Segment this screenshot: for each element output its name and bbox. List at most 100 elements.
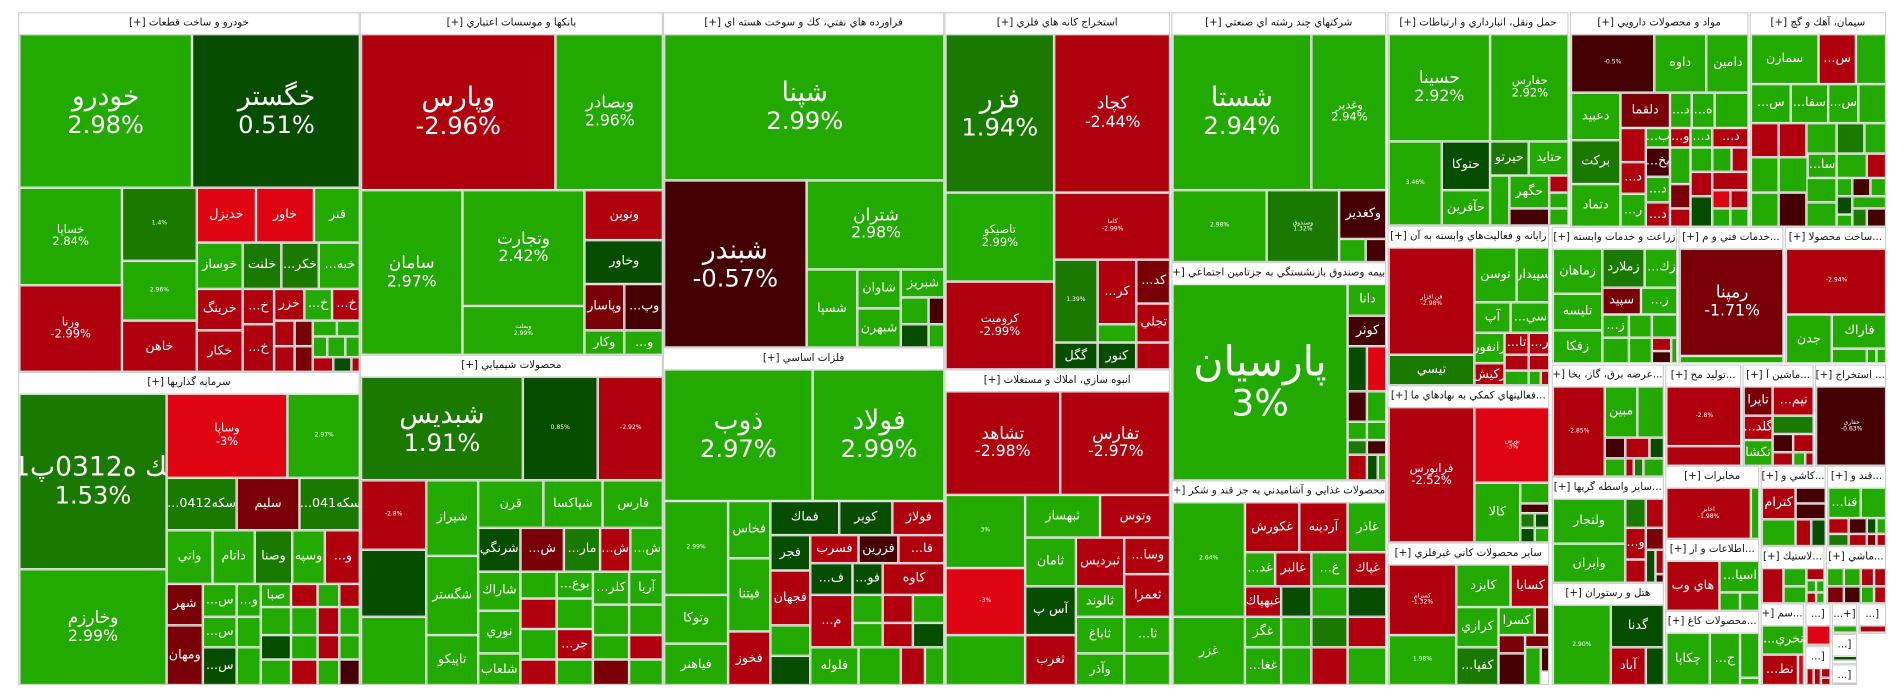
stock-tile[interactable] bbox=[1731, 147, 1748, 172]
stock-tile[interactable]: كسايا bbox=[1510, 564, 1549, 608]
stock-tile[interactable]: -0.5% bbox=[1570, 34, 1655, 93]
stock-tile[interactable]: ثبهساز bbox=[1025, 494, 1101, 538]
stock-tile[interactable]: فيتنا bbox=[728, 558, 771, 632]
stock-tile[interactable] bbox=[1740, 632, 1759, 678]
stock-tile[interactable] bbox=[1651, 337, 1672, 352]
stock-tile[interactable] bbox=[1311, 586, 1348, 617]
stock-tile[interactable] bbox=[336, 320, 359, 337]
stock-tile[interactable] bbox=[1712, 171, 1748, 191]
stock-tile[interactable] bbox=[1604, 437, 1626, 459]
stock-tile[interactable]: غپاك bbox=[1347, 552, 1386, 587]
stock-tile[interactable]: بوع... bbox=[556, 571, 593, 599]
stock-tile[interactable]: شستا 2.94% bbox=[1172, 34, 1312, 191]
stock-tile[interactable]: 1.98% bbox=[1388, 635, 1457, 684]
sector-header[interactable]: ... استخراج [+] bbox=[1816, 365, 1885, 387]
stock-tile[interactable] bbox=[236, 616, 261, 648]
stock-tile[interactable] bbox=[327, 336, 346, 358]
sector-header[interactable]: محصولات غذايي و آشاميدني به جز قند و شكر… bbox=[1172, 481, 1386, 503]
stock-tile[interactable] bbox=[1645, 549, 1656, 582]
sector-header[interactable]: ...عرضه برق، گاز، بخا [+] bbox=[1552, 365, 1663, 387]
stock-tile[interactable]: كنور bbox=[1097, 342, 1137, 369]
sector-header[interactable]: ساير محصولات كاني غيرفلزي [+] bbox=[1388, 543, 1549, 565]
sector-header[interactable]: ...ساير واسطه گريها [+] bbox=[1552, 477, 1663, 499]
stock-tile[interactable]: ش... bbox=[600, 527, 631, 572]
stock-tile[interactable] bbox=[1820, 677, 1830, 684]
stock-tile[interactable]: س... bbox=[202, 647, 237, 684]
stock-tile[interactable] bbox=[312, 336, 328, 358]
stock-tile[interactable] bbox=[912, 594, 944, 623]
stock-tile[interactable]: آپ bbox=[1474, 302, 1511, 333]
stock-tile[interactable] bbox=[274, 320, 295, 347]
stock-tile[interactable] bbox=[1669, 208, 1691, 226]
stock-tile[interactable] bbox=[1778, 123, 1807, 158]
stock-tile[interactable]: فولاژ bbox=[892, 501, 944, 536]
stock-tile[interactable]: غغا... bbox=[1244, 647, 1282, 684]
stock-tile[interactable]: زفكا bbox=[1552, 330, 1603, 363]
stock-tile[interactable]: شبندر -0.57% bbox=[664, 180, 807, 347]
stock-tile[interactable]: وپاسار bbox=[584, 284, 625, 331]
stock-tile[interactable] bbox=[1490, 175, 1510, 225]
stock-tile[interactable]: وتجارت 2.42% bbox=[462, 190, 585, 306]
sector-header[interactable]: ...قند و [+] bbox=[1828, 466, 1885, 488]
stock-tile[interactable] bbox=[1528, 354, 1549, 371]
sector-header[interactable]: شركتهاي چند رشته اي صنعتي [+] bbox=[1172, 13, 1386, 35]
stock-tile[interactable]: گدنا bbox=[1610, 604, 1663, 648]
stock-tile[interactable]: تاپيكو bbox=[426, 635, 479, 684]
sector-header[interactable]: هتل و رستوران [+] bbox=[1552, 583, 1663, 605]
stock-tile[interactable] bbox=[1366, 454, 1378, 480]
stock-tile[interactable]: آس پ bbox=[1025, 586, 1076, 636]
stock-tile[interactable]: 1.4% bbox=[121, 187, 197, 261]
stock-tile[interactable]: قنر bbox=[313, 187, 359, 243]
stock-tile[interactable]: وبصادر 2.96% bbox=[555, 34, 662, 191]
stock-tile[interactable] bbox=[1874, 586, 1885, 603]
stock-tile[interactable]: سا... bbox=[1807, 153, 1837, 178]
stock-tile[interactable] bbox=[1836, 214, 1853, 226]
stock-tile[interactable]: جدن bbox=[1785, 314, 1832, 363]
stock-tile[interactable] bbox=[1870, 177, 1885, 197]
sector-header[interactable]: [... bbox=[1832, 665, 1856, 684]
stock-tile[interactable] bbox=[1520, 513, 1535, 528]
stock-tile[interactable] bbox=[1347, 454, 1367, 480]
stock-tile[interactable]: ثا... bbox=[1124, 616, 1169, 654]
stock-tile[interactable]: شبريز bbox=[900, 269, 944, 298]
stock-tile[interactable] bbox=[1347, 391, 1367, 422]
stock-tile[interactable]: د... bbox=[1645, 176, 1670, 203]
stock-tile[interactable]: واتي bbox=[166, 530, 213, 584]
stock-tile[interactable] bbox=[1645, 647, 1663, 684]
stock-tile[interactable]: شاوان bbox=[857, 269, 901, 309]
stock-tile[interactable] bbox=[520, 598, 557, 630]
stock-tile[interactable] bbox=[1750, 123, 1779, 158]
stock-tile[interactable] bbox=[1628, 314, 1652, 338]
stock-tile[interactable]: گلد... bbox=[1743, 415, 1773, 441]
stock-tile[interactable]: شاراك bbox=[478, 571, 521, 611]
stock-tile[interactable]: زماهان bbox=[1552, 248, 1603, 294]
stock-tile[interactable] bbox=[1520, 482, 1549, 504]
stock-tile[interactable] bbox=[1761, 519, 1796, 545]
stock-tile[interactable]: خبه... bbox=[318, 242, 359, 289]
stock-tile[interactable] bbox=[1136, 342, 1169, 369]
stock-tile[interactable]: -2.8% bbox=[1666, 386, 1741, 447]
stock-tile[interactable]: خ... bbox=[242, 288, 275, 325]
stock-tile[interactable]: تفارس -2.97% bbox=[1060, 391, 1169, 495]
stock-tile[interactable]: فولاد 2.99% bbox=[812, 369, 944, 502]
stock-tile[interactable]: مار... bbox=[563, 527, 601, 572]
stock-tile[interactable] bbox=[1669, 147, 1691, 185]
stock-tile[interactable]: كاوه bbox=[882, 563, 944, 595]
stock-tile[interactable] bbox=[1666, 446, 1741, 465]
stock-tile[interactable]: شتران 2.98% bbox=[806, 180, 944, 270]
stock-tile[interactable] bbox=[1549, 208, 1568, 225]
sector-header[interactable]: [... bbox=[1859, 604, 1885, 626]
stock-tile[interactable]: فياهنر bbox=[664, 643, 729, 684]
stock-tile[interactable]: حفاري -0.63% bbox=[1816, 386, 1885, 465]
stock-tile[interactable]: گگل bbox=[1054, 342, 1098, 369]
stock-tile[interactable]: فجر bbox=[770, 535, 811, 571]
stock-tile[interactable] bbox=[1347, 421, 1367, 441]
stock-tile[interactable]: 2.98% bbox=[1172, 190, 1267, 261]
stock-tile[interactable]: د... bbox=[1712, 127, 1748, 148]
stock-tile[interactable] bbox=[1772, 415, 1813, 434]
stock-tile[interactable] bbox=[882, 622, 913, 648]
stock-tile[interactable]: ر... bbox=[1620, 193, 1646, 226]
stock-tile[interactable] bbox=[1740, 677, 1759, 684]
stock-tile[interactable]: دتماد bbox=[1570, 184, 1621, 226]
stock-tile[interactable] bbox=[928, 297, 944, 325]
